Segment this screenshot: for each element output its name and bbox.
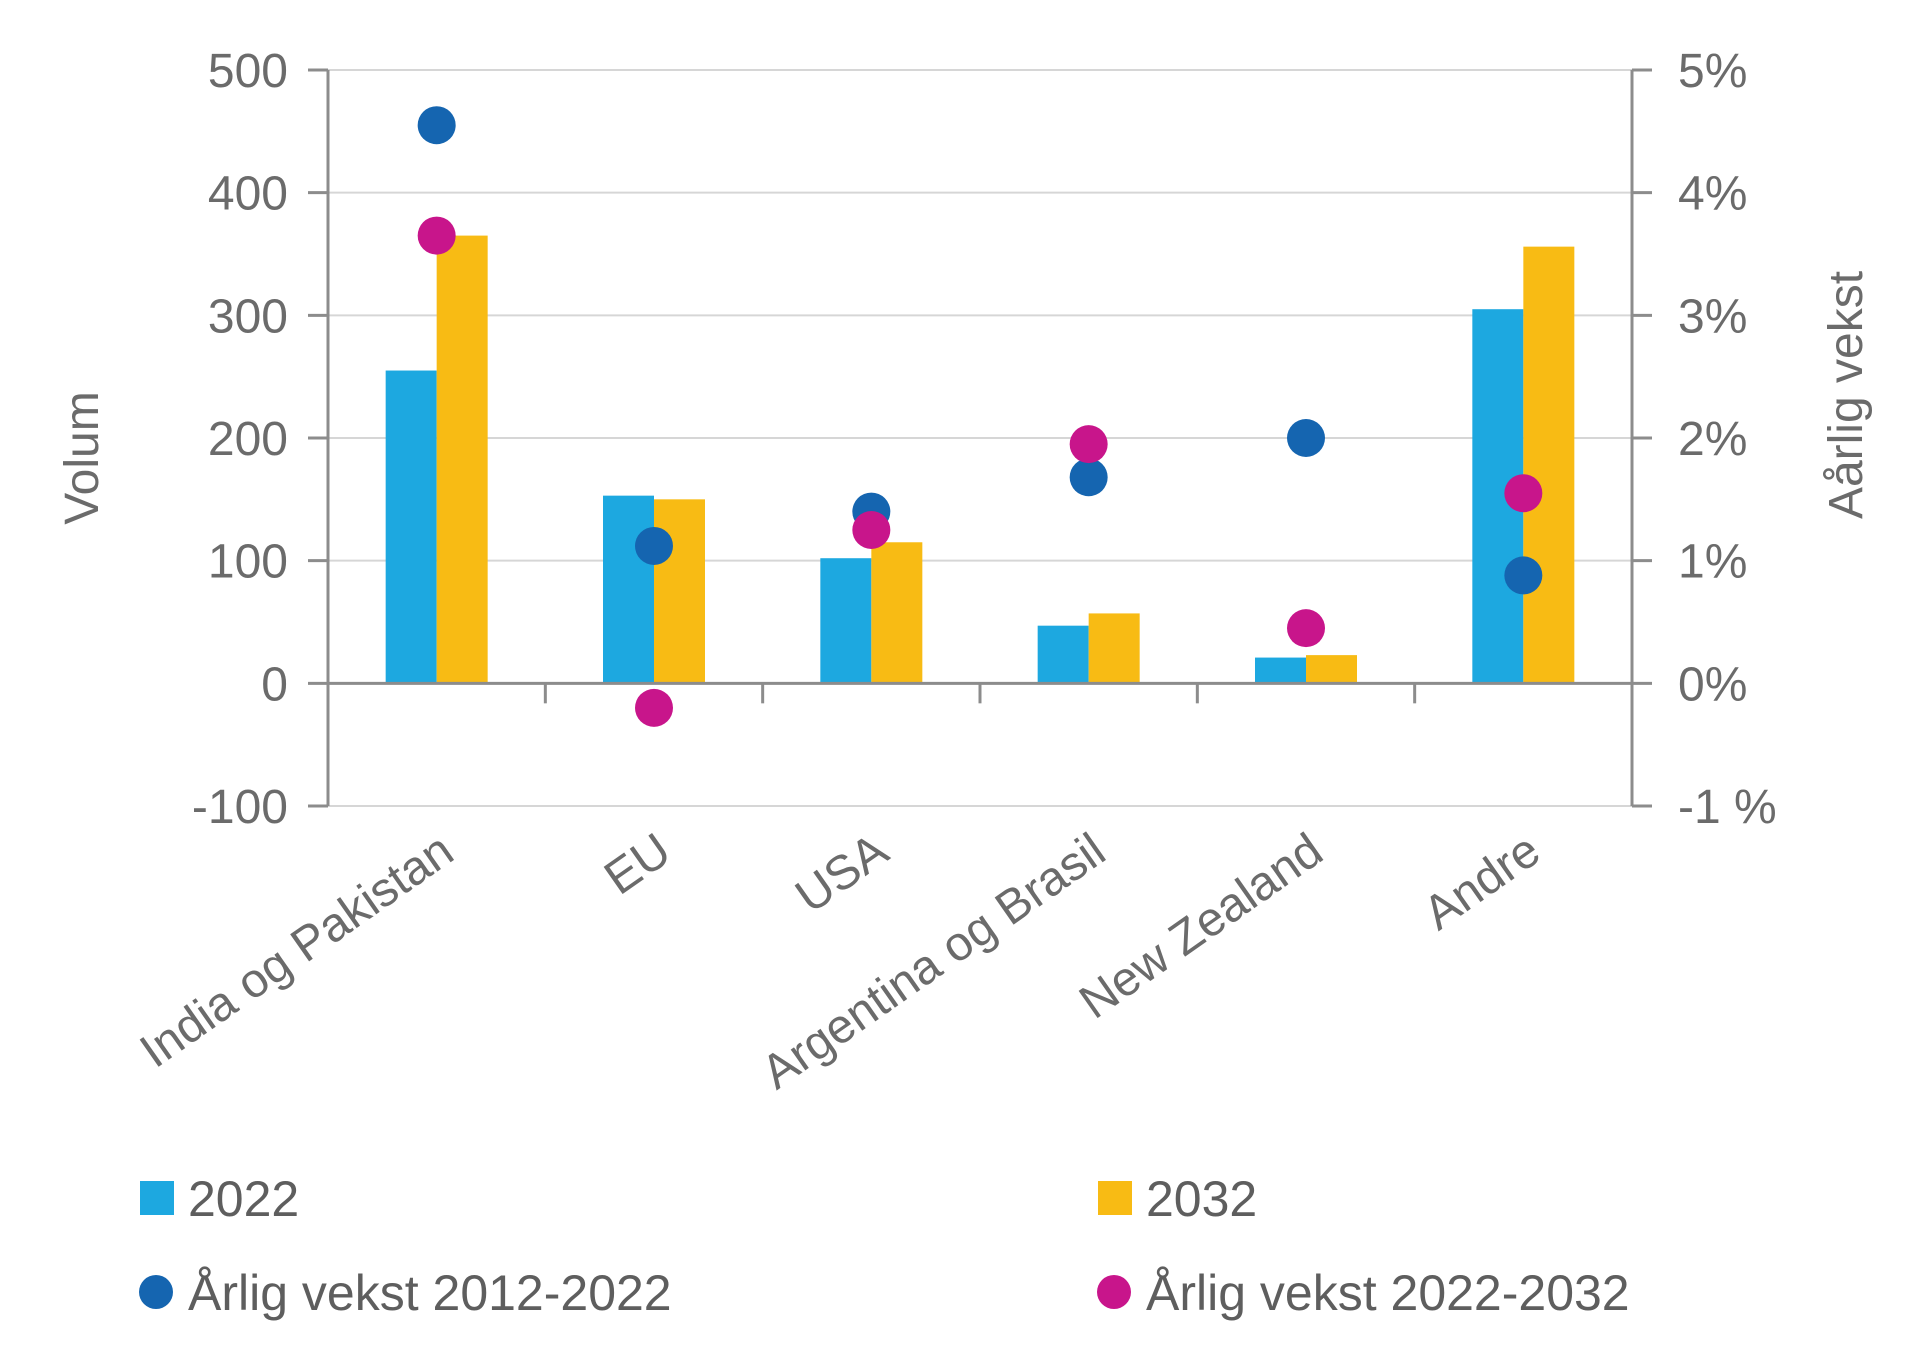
x-tick-label: USA xyxy=(786,824,897,924)
bar-2032 xyxy=(436,235,488,684)
point-årlig-vekst-2022-2032 xyxy=(1504,474,1543,513)
y2-axis-title: Aårlig vekst xyxy=(1820,271,1873,519)
bar-2022 xyxy=(1255,657,1306,684)
legend-swatch xyxy=(140,1181,174,1215)
point-årlig-vekst-2022-2032 xyxy=(635,688,673,727)
bar-2022 xyxy=(820,558,872,684)
point-årlig-vekst-2022-2032 xyxy=(1069,425,1108,464)
point-årlig-vekst-2022-2032 xyxy=(417,216,456,255)
legend: 2022 2032 Årlig vekst 2012-2022 Årlig vekst… xyxy=(139,1171,1630,1321)
legend-marker xyxy=(139,1275,173,1309)
bar-2022 xyxy=(385,370,437,684)
legend-swatch xyxy=(1098,1181,1132,1215)
point-årlig-vekst-2022-2032 xyxy=(852,511,891,549)
y2-tick-label: 2% xyxy=(1678,413,1747,466)
legend-label: Årlig vekst 2012-2022 xyxy=(188,1265,672,1321)
bar-2022 xyxy=(603,495,654,684)
y-tick-label: -100 xyxy=(192,781,288,834)
y-tick-label: 200 xyxy=(208,413,288,466)
point-årlig-vekst-2022-2032 xyxy=(1287,609,1325,648)
y2-tick-label: 1% xyxy=(1678,536,1747,589)
point-årlig-vekst-2012-2022 xyxy=(635,526,673,565)
y-tick-label: 0 xyxy=(261,658,288,711)
y-tick-label: 100 xyxy=(208,536,288,589)
x-tick-label: EU xyxy=(595,824,680,906)
x-tick-label: New Zealand xyxy=(1070,824,1332,1030)
bar-2032 xyxy=(1523,246,1575,684)
legend-label: Årlig vekst 2022-2032 xyxy=(1146,1265,1630,1321)
point-årlig-vekst-2012-2022 xyxy=(1504,556,1543,595)
point-årlig-vekst-2012-2022 xyxy=(1069,458,1108,497)
y-axis-title: Volum xyxy=(56,391,109,524)
x-tick-label: India og Pakistan xyxy=(131,824,463,1079)
growth-points xyxy=(417,106,1543,727)
y2-tick-label: -1 % xyxy=(1678,781,1777,834)
x-tick-label: Andre xyxy=(1414,824,1549,941)
gridlines xyxy=(328,69,1632,807)
y-tick-label: 400 xyxy=(208,168,288,221)
bars xyxy=(385,235,1575,684)
tick-labels: -100 0 100 200 300 400 500 -1 % 0% 1% 2% 3% 4% 5% xyxy=(192,45,1777,834)
y2-tick-label: 3% xyxy=(1678,290,1747,343)
point-årlig-vekst-2012-2022 xyxy=(417,106,456,145)
axes xyxy=(308,68,1652,808)
legend-marker xyxy=(1097,1275,1131,1309)
bar-2022 xyxy=(1037,625,1089,684)
y2-tick-label: 0% xyxy=(1678,658,1747,711)
legend-label: 2032 xyxy=(1146,1171,1257,1227)
point-årlig-vekst-2012-2022 xyxy=(1287,419,1325,457)
legend-label: 2022 xyxy=(188,1171,299,1227)
bar-2032 xyxy=(654,499,705,684)
bar-2032 xyxy=(1306,655,1357,684)
bar-2032 xyxy=(871,542,923,684)
bar-2032 xyxy=(1088,613,1140,684)
y2-tick-label: 5% xyxy=(1678,45,1747,98)
y-tick-label: 500 xyxy=(208,45,288,98)
y-tick-label: 300 xyxy=(208,290,288,343)
y2-tick-label: 4% xyxy=(1678,168,1747,221)
